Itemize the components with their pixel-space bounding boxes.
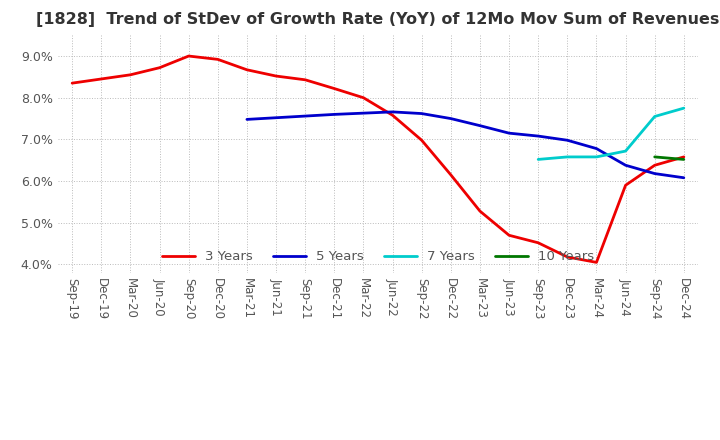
Line: 7 Years: 7 Years: [538, 108, 684, 159]
5 Years: [534, 133, 543, 139]
5 Years: [388, 109, 397, 114]
5 Years: [446, 116, 455, 121]
5 Years: [476, 123, 485, 128]
7 Years: [680, 106, 688, 111]
Title: [1828]  Trend of StDev of Growth Rate (YoY) of 12Mo Mov Sum of Revenues: [1828] Trend of StDev of Growth Rate (Yo…: [36, 12, 720, 27]
7 Years: [534, 157, 543, 162]
5 Years: [650, 171, 659, 176]
5 Years: [271, 115, 280, 121]
3 Years: [243, 67, 251, 73]
5 Years: [563, 138, 572, 143]
10 Years: [680, 157, 688, 162]
3 Years: [184, 53, 193, 59]
7 Years: [621, 148, 630, 154]
3 Years: [621, 183, 630, 188]
7 Years: [592, 154, 600, 160]
5 Years: [592, 146, 600, 151]
3 Years: [126, 72, 135, 77]
5 Years: [680, 175, 688, 180]
3 Years: [680, 154, 688, 160]
3 Years: [359, 95, 368, 100]
5 Years: [359, 110, 368, 116]
3 Years: [388, 113, 397, 118]
3 Years: [505, 233, 513, 238]
5 Years: [301, 114, 310, 119]
Line: 10 Years: 10 Years: [654, 157, 684, 159]
5 Years: [330, 112, 338, 117]
3 Years: [271, 73, 280, 79]
3 Years: [213, 57, 222, 62]
5 Years: [505, 131, 513, 136]
5 Years: [243, 117, 251, 122]
3 Years: [330, 86, 338, 91]
Legend: 3 Years, 5 Years, 7 Years, 10 Years: 3 Years, 5 Years, 7 Years, 10 Years: [156, 245, 600, 268]
7 Years: [563, 154, 572, 160]
Line: 5 Years: 5 Years: [247, 112, 684, 178]
3 Years: [301, 77, 310, 82]
7 Years: [650, 114, 659, 119]
3 Years: [68, 81, 76, 86]
3 Years: [476, 209, 485, 214]
3 Years: [97, 76, 106, 81]
5 Years: [418, 111, 426, 116]
3 Years: [534, 240, 543, 246]
3 Years: [650, 163, 659, 168]
3 Years: [563, 254, 572, 260]
Line: 3 Years: 3 Years: [72, 56, 684, 262]
3 Years: [592, 260, 600, 265]
3 Years: [156, 65, 164, 70]
3 Years: [446, 172, 455, 177]
5 Years: [621, 163, 630, 168]
3 Years: [418, 138, 426, 143]
10 Years: [650, 154, 659, 160]
